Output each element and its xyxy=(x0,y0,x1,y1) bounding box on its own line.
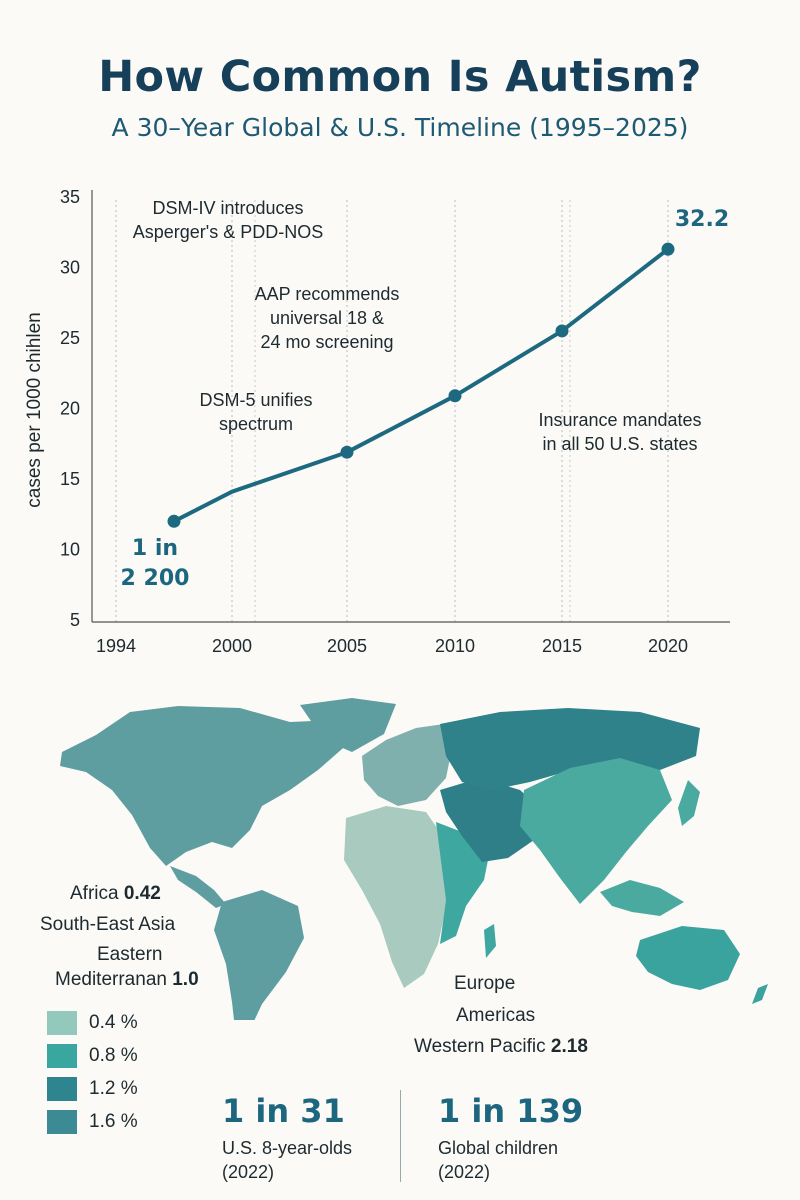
y-tick-label: 10 xyxy=(60,540,80,560)
label-africa: Africa 0.42 xyxy=(70,883,161,905)
chart-annotation: Insurance mandates in all 50 U.S. states xyxy=(538,410,701,454)
label-africa-value: 0.42 xyxy=(123,883,161,904)
stat-us: 1 in 31 U.S. 8-year-olds (2022) xyxy=(222,1092,352,1184)
label-africa-name: Africa xyxy=(70,883,119,904)
stat-global-value: 1 in 139 xyxy=(438,1092,584,1130)
legend-label: 1.6 % xyxy=(89,1111,138,1132)
map-legend: 0.4 % 0.8 % 1.2 % 1.6 % xyxy=(47,1007,138,1139)
chart-annotation-line: universal 18 & xyxy=(270,308,384,328)
map-asia xyxy=(520,758,672,904)
data-point xyxy=(555,324,569,338)
stat-global: 1 in 139 Global children (2022) xyxy=(438,1092,583,1184)
data-point xyxy=(661,242,675,256)
y-tick-label: 30 xyxy=(60,258,80,278)
chart-annotation-line: Insurance mandates xyxy=(538,410,701,430)
map-southeast-asia xyxy=(600,880,684,916)
y-tick-label: 25 xyxy=(60,328,80,348)
map-greenland xyxy=(300,698,396,752)
legend-item: 1.2 % xyxy=(47,1073,138,1105)
data-point xyxy=(167,514,181,528)
x-tick-label: 2010 xyxy=(435,636,475,656)
map-madagascar xyxy=(484,924,496,958)
label-western-pacific: Western Pacific 2.18 xyxy=(414,1036,588,1058)
label-wpr-name: Western Pacific xyxy=(414,1036,546,1057)
data-point xyxy=(340,445,354,459)
map-middle-east xyxy=(440,778,544,862)
chart-annotation-line: in all 50 U.S. states xyxy=(542,434,697,454)
map-new-zealand xyxy=(752,984,768,1004)
label-eastern-mediterranean: Mediterranan 1.0 xyxy=(55,969,199,991)
stat-us-description: U.S. 8-year-olds (2022) xyxy=(222,1136,352,1184)
chart-annotation-line: Asperger's & PDD-NOS xyxy=(133,222,324,242)
chart-annotation-line: 24 mo screening xyxy=(260,332,393,352)
legend-swatch xyxy=(47,1077,77,1101)
map-africa xyxy=(344,806,448,988)
label-emr-value: 1.0 xyxy=(172,969,199,990)
label-americas: Americas xyxy=(456,1005,536,1026)
label-eastern-mediterranean-line1: Eastern xyxy=(97,944,163,965)
label-europe: Europe xyxy=(454,973,516,994)
stats-divider xyxy=(400,1090,401,1182)
start-value-label-line: 1 in xyxy=(132,536,178,561)
series-line xyxy=(172,247,670,524)
stat-global-description: Global children (2022) xyxy=(438,1136,583,1184)
map-central-america xyxy=(170,866,226,908)
chart-annotation: DSM-5 unifies spectrum xyxy=(199,390,312,434)
map-south-america xyxy=(214,890,304,1020)
chart-annotation-line: AAP recommends xyxy=(255,284,400,304)
label-emr-name: Mediterranan xyxy=(55,969,167,990)
y-tick-label: 15 xyxy=(60,469,80,489)
chart-annotation: DSM-IV introduces Asperger's & PDD-NOS xyxy=(133,198,324,242)
prevalence-line-chart: cases per 1000 chihlen 1994 2000 2005 2010 2… xyxy=(24,187,730,656)
chart-annotation: AAP recommends universal 18 & 24 mo screen… xyxy=(255,284,400,352)
chart-annotation-line: DSM-5 unifies xyxy=(199,390,312,410)
stat-global-line2: (2022) xyxy=(438,1162,491,1182)
y-tick-label: 20 xyxy=(60,399,80,419)
legend-item: 1.6 % xyxy=(47,1106,138,1138)
stat-us-value: 1 in 31 xyxy=(222,1092,345,1130)
data-point xyxy=(448,389,462,403)
chart-annotation-line: DSM-IV introduces xyxy=(152,198,303,218)
map-japan xyxy=(678,780,700,826)
start-value-label: 1 in 2 200 xyxy=(121,536,190,591)
y-tick-label: 35 xyxy=(60,187,80,207)
stat-us-line2: (2022) xyxy=(222,1162,275,1182)
x-tick-label: 2015 xyxy=(542,636,582,656)
start-value-label-line: 2 200 xyxy=(121,566,190,591)
legend-swatch xyxy=(47,1044,77,1068)
x-tick-label: 2005 xyxy=(327,636,367,656)
label-wpr-value: 2.18 xyxy=(550,1036,588,1057)
map-russia xyxy=(440,708,700,790)
world-map xyxy=(60,698,768,1020)
legend-label: 0.8 % xyxy=(89,1045,138,1066)
x-tick-label: 1994 xyxy=(96,636,136,656)
legend-swatch xyxy=(47,1110,77,1134)
page-title: How Common Is Autism? xyxy=(98,52,702,102)
chart-annotation-line: spectrum xyxy=(219,414,293,434)
legend-label: 1.2 % xyxy=(89,1078,138,1099)
end-value-label: 32.2 xyxy=(675,207,729,232)
map-europe xyxy=(362,724,452,806)
stat-us-line1: U.S. 8-year-olds xyxy=(222,1138,353,1158)
stat-global-line1: Global children xyxy=(438,1138,559,1158)
y-axis-label: cases per 1000 chihlen xyxy=(24,312,45,507)
x-tick-label: 2000 xyxy=(212,636,252,656)
legend-item: 0.8 % xyxy=(47,1040,138,1072)
label-south-east-asia: South-East Asia xyxy=(40,914,176,935)
page-subtitle: A 30–Year Global & U.S. Timeline (1995–2… xyxy=(111,113,689,142)
x-tick-label: 2020 xyxy=(648,636,688,656)
legend-swatch xyxy=(47,1011,77,1035)
legend-label: 0.4 % xyxy=(89,1012,138,1033)
y-tick-label: 5 xyxy=(70,610,80,630)
legend-item: 0.4 % xyxy=(47,1007,138,1039)
map-north-america xyxy=(60,706,350,866)
map-australia xyxy=(636,926,740,990)
